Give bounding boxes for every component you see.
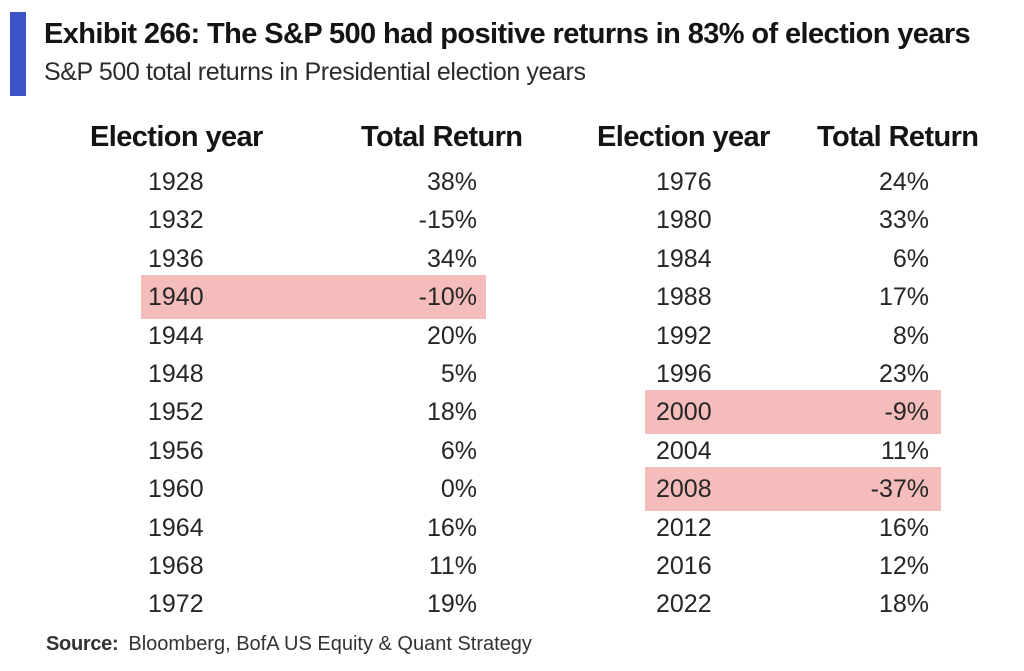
right-return-header: Total Return (817, 121, 979, 153)
total-return-cell: 6% (440, 436, 477, 465)
election-year-cell: 2012 (656, 513, 712, 542)
election-year-cell: 1948 (148, 360, 204, 388)
highlight-band-1940 (141, 275, 486, 320)
total-return-cell: 6% (892, 244, 929, 273)
total-return-cell: 33% (878, 206, 929, 235)
election-year-cell: 1928 (148, 168, 204, 196)
election-year-cell: 2004 (656, 436, 712, 465)
election-year-cell: 1952 (148, 398, 204, 427)
source-text: Bloomberg, BofA US Equity & Quant Strate… (128, 633, 532, 655)
left-year-header: Election year (90, 121, 263, 153)
election-year-cell: 1972 (148, 590, 204, 619)
exhibit-subtitle: S&P 500 total returns in Presidential el… (44, 58, 586, 86)
total-return-cell: -10% (418, 283, 477, 312)
total-return-cell: 5% (440, 360, 477, 388)
exhibit-title: Exhibit 266: The S&P 500 had positive re… (44, 18, 971, 50)
total-return-cell: 17% (878, 283, 929, 312)
election-year-cell: 1968 (148, 552, 204, 580)
total-return-cell: 38% (426, 168, 477, 196)
total-return-cell: 20% (426, 321, 477, 350)
election-year-cell: 1944 (148, 321, 204, 350)
total-return-cell: 16% (426, 513, 477, 542)
total-return-cell: -9% (884, 398, 929, 427)
total-return-cell: 0% (440, 475, 477, 504)
total-return-cell: -15% (418, 206, 477, 235)
total-return-cell: 34% (426, 244, 477, 273)
election-year-cell: 1988 (656, 283, 712, 312)
total-return-cell: -37% (870, 475, 929, 504)
election-year-cell: 1960 (148, 475, 204, 504)
total-return-cell: 19% (426, 590, 477, 619)
election-year-cell: 2016 (656, 552, 712, 580)
highlight-band-2000 (645, 390, 941, 435)
election-year-cell: 2022 (656, 590, 712, 619)
election-year-cell: 1956 (148, 436, 204, 465)
election-year-cell: 1984 (656, 244, 712, 273)
total-return-cell: 11% (880, 436, 929, 465)
total-return-cell: 18% (878, 590, 929, 619)
election-year-cell: 1932 (148, 206, 204, 235)
election-year-cell: 2000 (656, 398, 712, 427)
left-return-header: Total Return (361, 121, 523, 153)
source-note: Source: Bloomberg, BofA US Equity & Quant… (46, 633, 532, 656)
election-year-cell: 1980 (656, 206, 712, 235)
right-year-header: Election year (597, 121, 770, 153)
accent-bar (10, 12, 26, 96)
source-label: Source: (46, 633, 119, 655)
total-return-cell: 12% (878, 552, 929, 580)
total-return-cell: 18% (426, 398, 477, 427)
election-year-cell: 1940 (148, 283, 204, 312)
total-return-cell: 11% (428, 552, 477, 580)
election-year-cell: 1976 (656, 168, 712, 196)
total-return-cell: 24% (878, 168, 929, 196)
election-year-cell: 2008 (656, 475, 712, 504)
total-return-cell: 16% (878, 513, 929, 542)
election-year-cell: 1964 (148, 513, 204, 542)
highlight-band-2008 (645, 467, 941, 512)
election-year-cell: 1996 (656, 360, 712, 388)
election-year-cell: 1936 (148, 244, 204, 273)
total-return-cell: 23% (878, 360, 929, 388)
election-year-cell: 1992 (656, 321, 712, 350)
total-return-cell: 8% (892, 321, 929, 350)
